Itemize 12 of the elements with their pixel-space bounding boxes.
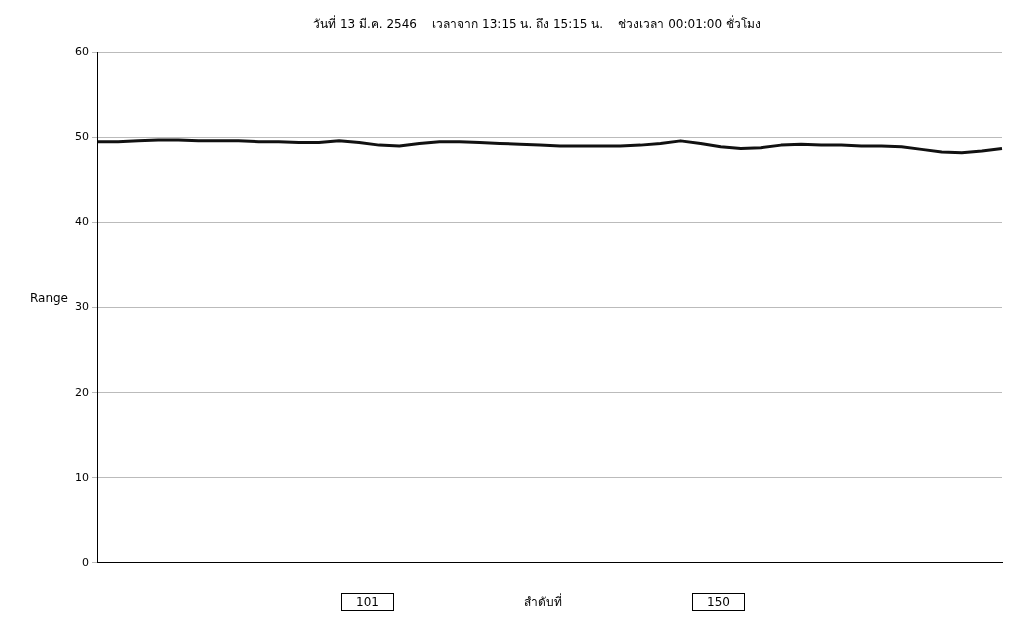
chart-title: วันที่ 13 มี.ค. 2546 เวลาจาก 13:15 น. ถึง 15:15 น. ช่วงเวลา 00:01:00 ชั่วโมง [313,15,761,32]
y-tick-label: 50 [75,130,89,144]
y-tick-label: 0 [82,555,89,569]
x-axis-title: สำดับที่ [524,592,562,611]
y-tick-label: 10 [75,470,89,484]
text: 101 [341,592,394,611]
y-axis-title: Range [28,291,69,305]
y-tick-label: 40 [75,215,89,229]
y-tick-label: 30 [75,300,89,314]
text: 150 [692,592,745,611]
y-tick-label: 20 [75,385,89,399]
y-tick-label: 60 [75,45,89,59]
